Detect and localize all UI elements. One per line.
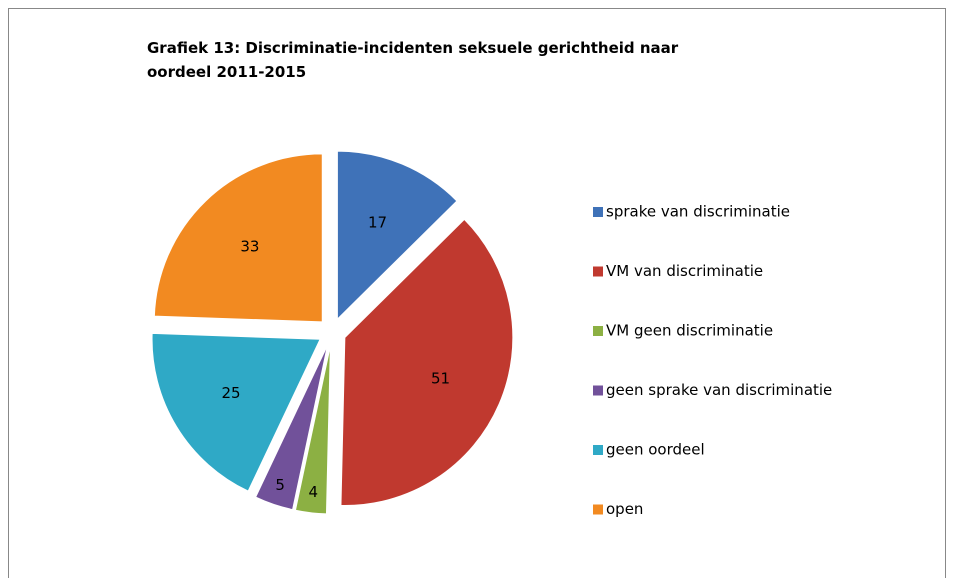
legend-label: geen sprake van discriminatie <box>606 381 832 399</box>
legend-label: VM van discriminatie <box>606 262 763 280</box>
pie-slice <box>340 218 514 507</box>
legend-marker <box>593 326 603 336</box>
chart-frame <box>8 8 946 578</box>
legend-marker <box>593 504 603 515</box>
legend-marker <box>593 266 603 277</box>
data-label: 25 <box>222 384 241 402</box>
data-label: 4 <box>308 483 318 501</box>
legend-marker <box>593 207 603 217</box>
data-label: 51 <box>431 369 450 387</box>
legend-label: open <box>606 500 643 518</box>
legend-marker <box>593 385 603 396</box>
pie-slice <box>153 153 323 323</box>
legend-label: VM geen discriminatie <box>606 322 773 340</box>
pie-slice <box>151 332 321 492</box>
legend-marker <box>593 445 603 455</box>
pie-slice <box>294 345 331 515</box>
pie-slice <box>336 150 458 321</box>
chart-title: Grafiek 13: Discriminatie-incidenten sek… <box>147 39 679 81</box>
pie-slice <box>254 345 329 511</box>
data-label: 17 <box>368 213 387 231</box>
legend-label: sprake van discriminatie <box>606 203 790 221</box>
data-label: 5 <box>275 476 285 494</box>
data-label: 33 <box>240 238 259 256</box>
legend-label: geen oordeel <box>606 441 705 459</box>
